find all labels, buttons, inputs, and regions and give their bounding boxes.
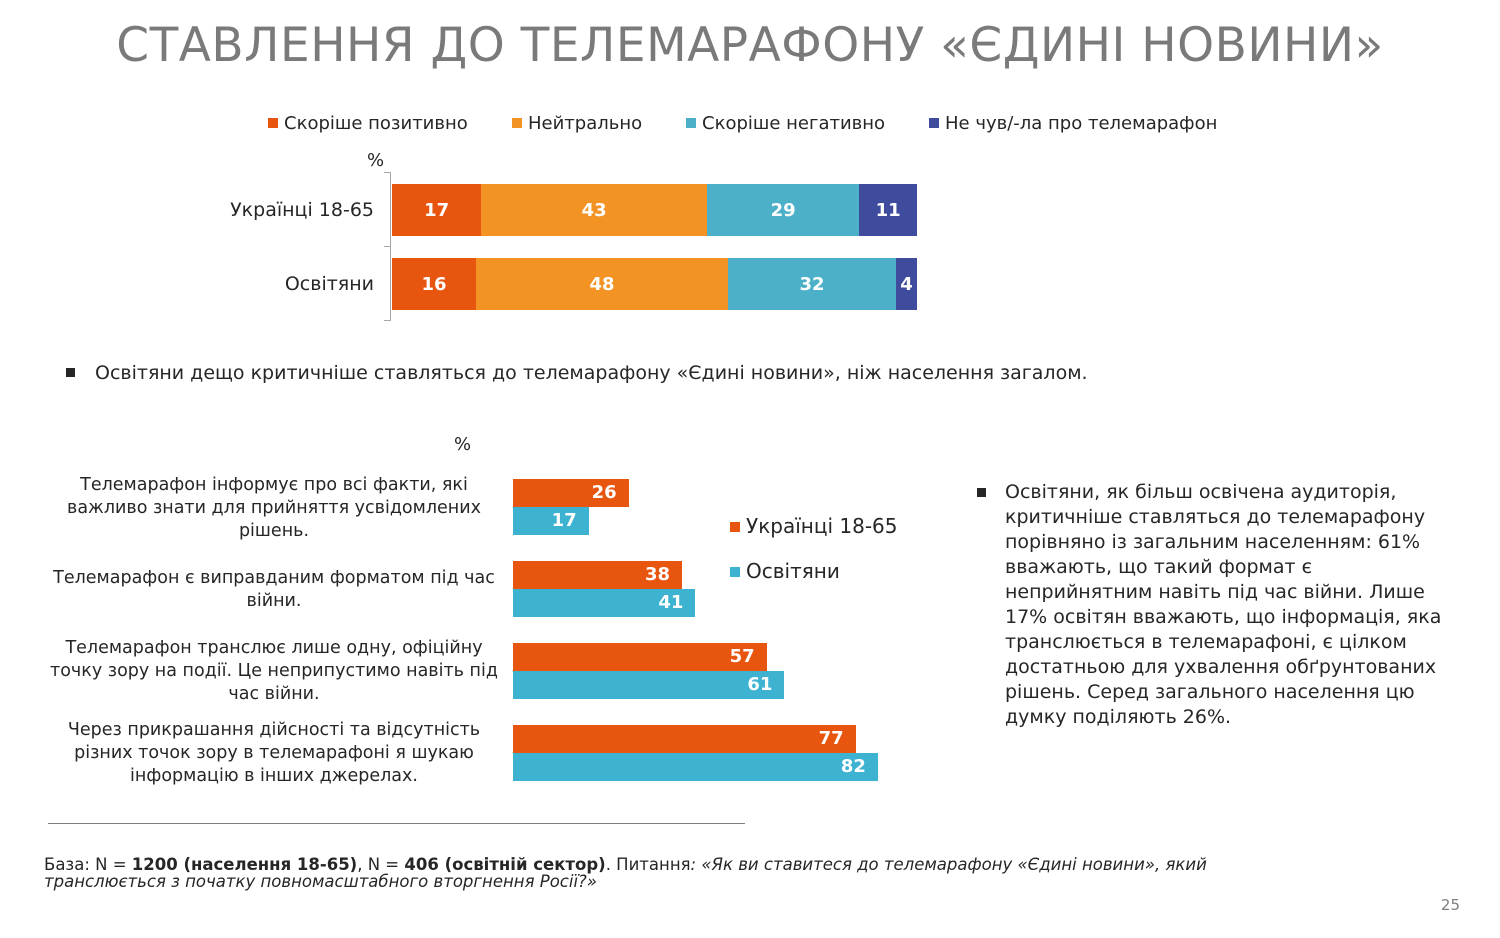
footer-text: . Питання bbox=[605, 855, 691, 874]
footer-text: База: N = bbox=[44, 855, 132, 874]
footer-base-note: База: N = 1200 (населення 18-65), N = 40… bbox=[44, 856, 1264, 890]
grouped-category-label: Через прикрашання дійсності та відсутніс… bbox=[67, 720, 481, 786]
grouped-category-label: Телемарафон інформує про всі факти, які … bbox=[67, 475, 481, 541]
footer-question: : «Як ви ставитеся до телемарафону «Єдин… bbox=[44, 855, 1207, 891]
grouped-legend-item-ukrainians: Українці 18-65 bbox=[730, 514, 898, 538]
legend-item-not-heard: Не чув/-ла про телемарафон bbox=[929, 113, 1217, 134]
stacked-category-label: Українці 18-65 bbox=[230, 199, 374, 221]
page-number: 25 bbox=[1440, 896, 1460, 914]
legend-label: Українці 18-65 bbox=[746, 514, 898, 538]
footer-n1: 1200 (населення 18-65) bbox=[131, 855, 358, 874]
bullet-marker bbox=[66, 368, 75, 377]
bullet-marker bbox=[977, 488, 986, 497]
stacked-unit-label: % bbox=[367, 150, 385, 171]
stacked-axis-tick bbox=[384, 172, 391, 173]
stacked-segment: 43 bbox=[481, 184, 707, 236]
legend-swatch bbox=[929, 118, 939, 128]
legend-swatch bbox=[268, 118, 278, 128]
grouped-bar: 82 bbox=[513, 753, 878, 781]
legend-swatch bbox=[512, 118, 522, 128]
legend-swatch bbox=[730, 522, 740, 532]
legend-swatch bbox=[730, 567, 740, 577]
grouped-bar: 38 bbox=[513, 561, 683, 589]
grouped-bar: 17 bbox=[513, 507, 589, 535]
grouped-bar: 61 bbox=[513, 671, 785, 699]
grouped-bar: 41 bbox=[513, 589, 696, 617]
stacked-segment: 48 bbox=[476, 258, 728, 310]
grouped-legend-item-educators: Освітяни bbox=[730, 559, 840, 583]
grouped-category-label: Телемарафон транслює лише одну, офіційну… bbox=[50, 638, 498, 704]
footer-divider bbox=[48, 823, 745, 824]
summary-bullet-text: Освітяни дещо критичніше ставляться до т… bbox=[95, 362, 1088, 384]
stacked-legend: Скоріше позитивно Нейтрально Скоріше нег… bbox=[0, 113, 1500, 137]
grouped-unit-label: % bbox=[454, 434, 472, 455]
stacked-segment: 11 bbox=[859, 184, 917, 236]
legend-label: Нейтрально bbox=[528, 113, 643, 134]
legend-swatch bbox=[686, 118, 696, 128]
stacked-axis-tick bbox=[384, 320, 391, 321]
commentary-note: Освітяни, як більш освічена аудиторія, к… bbox=[977, 480, 1450, 730]
grouped-category-label: Телемарафон є виправданим форматом під ч… bbox=[53, 568, 495, 611]
legend-label: Освітяни bbox=[746, 559, 840, 583]
commentary-text: Освітяни, як більш освічена аудиторія, к… bbox=[1005, 481, 1442, 728]
summary-bullet: Освітяни дещо критичніше ставляться до т… bbox=[66, 362, 1088, 384]
legend-label: Скоріше негативно bbox=[702, 113, 886, 134]
legend-label: Скоріше позитивно bbox=[284, 113, 468, 134]
page-title: СТАВЛЕННЯ ДО ТЕЛЕМАРАФОНУ «ЄДИНІ НОВИНИ» bbox=[116, 18, 1384, 73]
stacked-segment: 4 bbox=[896, 258, 917, 310]
footer-text: , N = bbox=[357, 855, 405, 874]
stacked-segment: 29 bbox=[707, 184, 860, 236]
stacked-category-label: Освітяни bbox=[284, 273, 374, 295]
stacked-segment: 17 bbox=[392, 184, 482, 236]
grouped-bar: 57 bbox=[513, 643, 767, 671]
stacked-axis-tick bbox=[384, 246, 391, 247]
grouped-bar: 26 bbox=[513, 479, 629, 507]
grouped-bar: 77 bbox=[513, 725, 856, 753]
legend-item-positive: Скоріше позитивно bbox=[268, 113, 468, 134]
stacked-segment: 16 bbox=[392, 258, 476, 310]
stacked-segment: 32 bbox=[728, 258, 896, 310]
legend-item-neutral: Нейтрально bbox=[512, 113, 642, 134]
footer-n2: 406 (освітній сектор) bbox=[404, 855, 606, 874]
legend-item-negative: Скоріше негативно bbox=[686, 113, 885, 134]
legend-label: Не чув/-ла про телемарафон bbox=[945, 113, 1218, 134]
